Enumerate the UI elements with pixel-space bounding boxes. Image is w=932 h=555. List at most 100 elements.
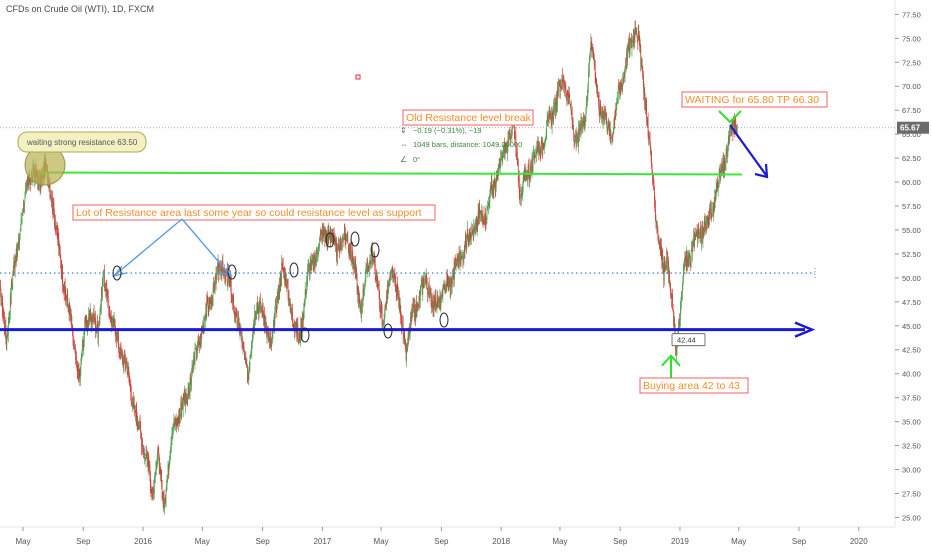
resistance-line-green xyxy=(38,172,742,174)
candles xyxy=(0,20,738,515)
candle-body xyxy=(273,332,274,339)
candle-body xyxy=(244,346,245,350)
candle-body xyxy=(611,138,612,139)
x-tick-label: May xyxy=(552,537,567,546)
y-tick-label: 75.00 xyxy=(902,34,921,43)
candle-body xyxy=(275,305,276,314)
candle-body xyxy=(104,269,105,285)
candle-body xyxy=(570,106,571,107)
candle-body xyxy=(578,128,579,147)
y-tick-label: 35.00 xyxy=(902,418,921,427)
candle-body xyxy=(285,273,286,284)
candle-body xyxy=(249,372,250,380)
candle-body xyxy=(427,282,428,289)
candle-body xyxy=(239,318,240,323)
target-arrow-line xyxy=(730,125,766,175)
candle-body xyxy=(612,135,613,136)
candle-body xyxy=(336,244,337,258)
candle-body xyxy=(573,126,574,134)
y-tick-label: 72.50 xyxy=(902,58,921,67)
candle-body xyxy=(540,154,541,155)
candle-body xyxy=(105,283,106,289)
candle-body xyxy=(403,319,404,336)
candle-body xyxy=(108,296,109,298)
candle-body xyxy=(712,213,713,217)
note-arrow-right xyxy=(182,219,230,275)
y-tick-label: 52.50 xyxy=(902,250,921,259)
candle-body xyxy=(565,86,566,94)
x-tick-label: 2016 xyxy=(134,537,152,546)
candle-body xyxy=(452,283,453,289)
candle-body xyxy=(259,304,260,308)
candle-body xyxy=(423,281,424,286)
old-break-text: Old Resistance level break xyxy=(406,112,532,124)
candle-body xyxy=(467,238,468,247)
last-price-label: 65.67 xyxy=(900,124,921,133)
y-tick-label: 77.50 xyxy=(902,10,921,19)
note-arrow-left xyxy=(115,219,182,275)
candle-body xyxy=(698,228,699,234)
y-tick-label: 42.50 xyxy=(902,346,921,355)
y-tick-label: 27.50 xyxy=(902,489,921,498)
candle-body xyxy=(581,120,582,130)
touch-marker xyxy=(440,313,448,327)
x-tick-label: Sep xyxy=(792,537,807,546)
candle-body xyxy=(170,451,171,458)
note-arrows xyxy=(114,219,231,276)
candle-body xyxy=(371,255,372,263)
marker-square xyxy=(356,75,360,79)
callout-text: waiting strong resistance 63.50 xyxy=(26,138,138,147)
y-tick-label: 30.00 xyxy=(902,466,921,475)
candle-body xyxy=(347,239,348,244)
candle-body xyxy=(737,128,738,133)
candle-body xyxy=(100,313,101,320)
candle-body xyxy=(20,233,21,239)
y-tick-label: 70.00 xyxy=(902,82,921,91)
candle-body xyxy=(562,76,563,81)
candle-body xyxy=(636,33,637,34)
candle-body xyxy=(292,312,293,322)
y-axis: 77.5075.0072.5070.0067.5065.0062.5060.00… xyxy=(895,10,921,522)
candle-body xyxy=(701,230,702,245)
y-tick-label: 40.00 xyxy=(902,370,921,379)
candle-body xyxy=(464,258,465,259)
candle-body xyxy=(351,245,352,260)
y-tick-label: 60.00 xyxy=(902,178,921,187)
candle-body xyxy=(195,348,196,349)
candle-body xyxy=(319,239,320,248)
low-label-text: 42.44 xyxy=(677,336,696,345)
candle-body xyxy=(424,286,425,287)
y-tick-label: 25.00 xyxy=(902,513,921,522)
candle-body xyxy=(173,429,174,430)
touch-marker xyxy=(351,232,359,246)
y-tick-label: 37.50 xyxy=(902,394,921,403)
candle-body xyxy=(420,288,421,291)
candle-body xyxy=(50,184,51,196)
candle-body xyxy=(119,348,120,351)
candle-body xyxy=(220,271,221,272)
candle-body xyxy=(558,85,559,96)
candle-body xyxy=(103,273,104,278)
candle-body xyxy=(520,194,521,201)
green-down-arrow xyxy=(719,111,741,122)
candle-body xyxy=(441,303,442,308)
candle-body xyxy=(4,316,5,328)
candle-body xyxy=(625,67,626,75)
measure-angle-text: 0° xyxy=(413,155,420,164)
chart-title: CFDs on Crude Oil (WTI), 1D, FXCM xyxy=(6,4,154,14)
candle-body xyxy=(659,238,660,239)
x-tick-label: 2017 xyxy=(313,537,331,546)
candle-body xyxy=(691,251,692,261)
y-tick-label: 45.00 xyxy=(902,322,921,331)
candle-body xyxy=(195,348,196,364)
candle-body xyxy=(541,139,542,140)
x-tick-label: 2018 xyxy=(492,537,510,546)
measure-price-icon: ⇕ xyxy=(400,126,407,135)
x-tick-label: Sep xyxy=(255,537,270,546)
resistance-note-text: Lot of Resistance area last some year so… xyxy=(76,207,422,219)
measure-bars-text: 1049 bars, distance: 1049.00000 xyxy=(413,140,522,149)
x-tick-label: Sep xyxy=(76,537,91,546)
candle-body xyxy=(487,207,488,220)
